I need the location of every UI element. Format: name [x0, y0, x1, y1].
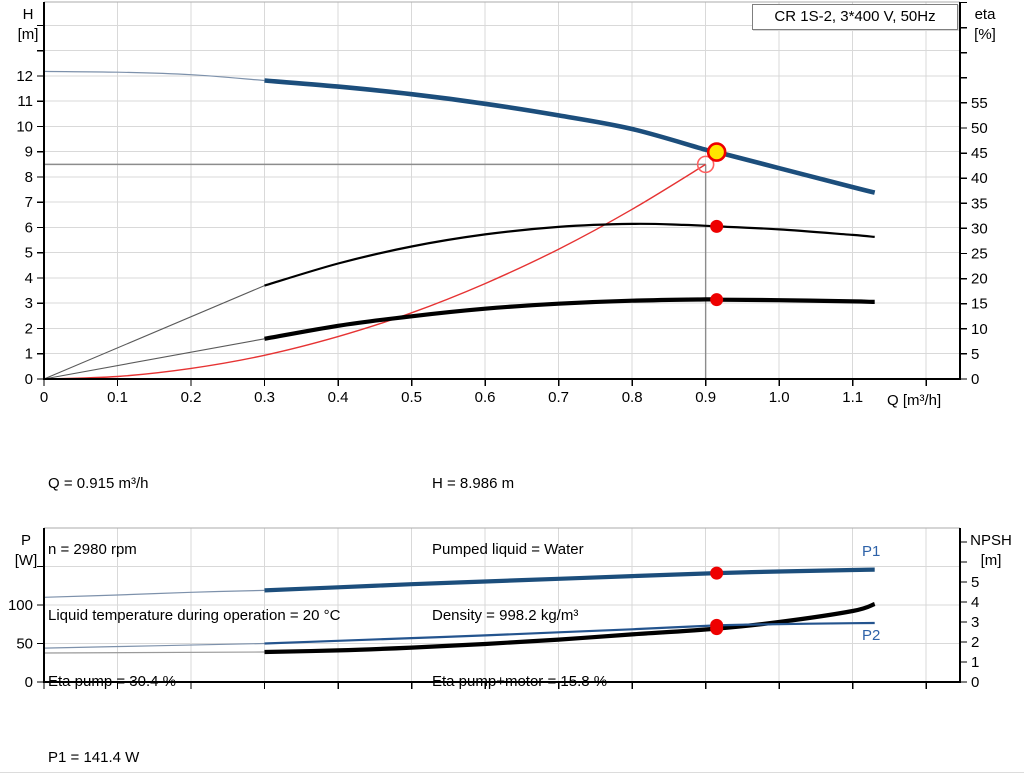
p1-curve — [264, 567, 875, 593]
h-axis-unit-line2: [m] — [17, 26, 39, 43]
duty-info-right: H = 8.986 m Pumped liquid = Water Densit… — [432, 429, 607, 737]
info-line-eta-pump-motor: Eta pump+motor = 15.8 % — [432, 673, 608, 690]
npsh-curve-extension — [43, 651, 265, 654]
p1-curve-label: P1 — [862, 543, 880, 560]
x-tick-label: 0.7 — [548, 389, 569, 406]
chart-title-box: CR 1S-2, 3*400 V, 50Hz — [752, 4, 958, 30]
system-curve — [43, 163, 706, 380]
y-right-tick-label: 35 — [971, 195, 988, 212]
eta-pump-motor-curve-extension — [43, 338, 265, 380]
y-left-tick-label: 3 — [25, 295, 33, 312]
x-tick-label: 0.4 — [328, 389, 349, 406]
y-left-tick-label: 5 — [25, 245, 33, 262]
y-right-tick-label: 55 — [971, 95, 988, 112]
npsh-curve — [264, 602, 876, 655]
p1-point — [710, 566, 724, 580]
y-right-tick-label: 10 — [971, 321, 988, 338]
p2-point — [710, 618, 724, 632]
y-right-tick-label: 0 — [971, 674, 979, 691]
y-right-tick-label: 30 — [971, 220, 988, 237]
duty-point-marker[interactable] — [706, 142, 727, 162]
x-tick-label: 0 — [40, 389, 48, 406]
p2-curve-extension — [43, 642, 265, 649]
x-tick-label: 1.0 — [769, 389, 790, 406]
info-line-temperature: Liquid temperature during operation = 20… — [48, 607, 341, 624]
y-right-tick-label: 1 — [971, 654, 979, 671]
p2-curve — [264, 621, 875, 645]
eta-pump-motor-curve — [264, 297, 875, 341]
npsh-axis-unit-line2: [m] — [980, 552, 1002, 569]
info-line-h: H = 8.986 m — [432, 475, 515, 492]
y-right-tick-label: 40 — [971, 170, 988, 187]
y-right-tick-label: 45 — [971, 145, 988, 162]
y-right-tick-label: 5 — [971, 574, 979, 591]
info-line-n: n = 2980 rpm — [48, 541, 137, 558]
x-tick-label: 0.6 — [475, 389, 496, 406]
y-left-tick-label: 100 — [8, 597, 33, 614]
eta-axis-unit-line2: [%] — [974, 26, 996, 43]
eta-pump-motor-point — [710, 293, 724, 307]
p-axis-unit-line2: [W] — [14, 552, 38, 569]
info-line-q: Q = 0.915 m³/h — [48, 475, 149, 492]
y-left-tick-label: 0 — [25, 371, 33, 388]
hq-eta-chart-plot-area[interactable] — [44, 2, 960, 379]
x-tick-label: 0.1 — [107, 389, 128, 406]
y-right-tick-label: 50 — [971, 120, 988, 137]
bottom-divider — [0, 772, 1024, 773]
h-axis-unit: H [m] — [10, 5, 46, 45]
y-left-tick-label: 50 — [16, 636, 33, 653]
p2-curve-label: P2 — [862, 627, 880, 644]
info-line-density: Density = 998.2 kg/m³ — [432, 607, 579, 624]
p-axis-unit: P [W] — [8, 531, 44, 571]
y-right-tick-label: 0 — [971, 371, 979, 388]
x-tick-label: 0.2 — [181, 389, 202, 406]
npsh-axis-unit-line1: NPSH — [970, 532, 1012, 549]
y-right-tick-label: 3 — [971, 614, 979, 631]
x-tick-label: 0.9 — [695, 389, 716, 406]
head-curve — [264, 78, 876, 195]
eta-axis-unit-line1: eta — [974, 6, 996, 23]
y-left-tick-label: 0 — [25, 674, 33, 691]
y-right-tick-label: 5 — [971, 346, 979, 363]
x-tick-label: 1.1 — [842, 389, 863, 406]
h-axis-unit-line1: H — [22, 6, 34, 23]
head-curve-extension — [43, 70, 265, 82]
eta-axis-unit: eta [%] — [962, 5, 1008, 45]
y-left-tick-label: 8 — [25, 169, 33, 186]
y-right-tick-label: 20 — [971, 271, 988, 288]
info-line-liquid: Pumped liquid = Water — [432, 541, 584, 558]
x-tick-label: 0.5 — [401, 389, 422, 406]
y-left-tick-label: 10 — [16, 118, 33, 135]
y-left-tick-label: 4 — [25, 270, 33, 287]
info-line-p1: P1 = 141.4 W — [48, 749, 140, 766]
y-left-tick-label: 9 — [25, 144, 33, 161]
y-right-tick-label: 2 — [971, 634, 979, 651]
y-left-tick-label: 7 — [25, 194, 33, 211]
y-left-tick-label: 2 — [25, 320, 33, 337]
y-left-tick-label: 11 — [17, 93, 33, 110]
eta-pump-curve-extension — [43, 285, 265, 380]
q-axis-unit: Q [m³/h] — [887, 392, 942, 409]
p-axis-unit-line1: P — [20, 532, 31, 549]
y-right-tick-label: 25 — [971, 246, 988, 263]
y-right-tick-label: 4 — [971, 594, 979, 611]
y-left-tick-label: 12 — [16, 68, 33, 85]
x-tick-label: 0.8 — [622, 389, 643, 406]
y-left-tick-label: 6 — [25, 219, 33, 236]
info-line-eta-pump: Eta pump = 30.4 % — [48, 673, 176, 690]
power-info: P1 = 141.4 W P2 = 73.51 W NPSH = 2.67 m — [48, 703, 153, 781]
eta-pump-curve — [264, 222, 875, 287]
npsh-axis-unit: NPSH [m] — [960, 531, 1022, 571]
x-tick-label: 0.3 — [254, 389, 275, 406]
y-left-tick-label: 1 — [25, 346, 33, 363]
eta-pump-point — [710, 219, 724, 233]
requested-duty-point-marker — [696, 155, 715, 174]
p1-curve-extension — [43, 589, 265, 598]
y-right-tick-label: 15 — [971, 296, 988, 313]
duty-info-left: Q = 0.915 m³/h n = 2980 rpm Liquid tempe… — [48, 429, 340, 737]
